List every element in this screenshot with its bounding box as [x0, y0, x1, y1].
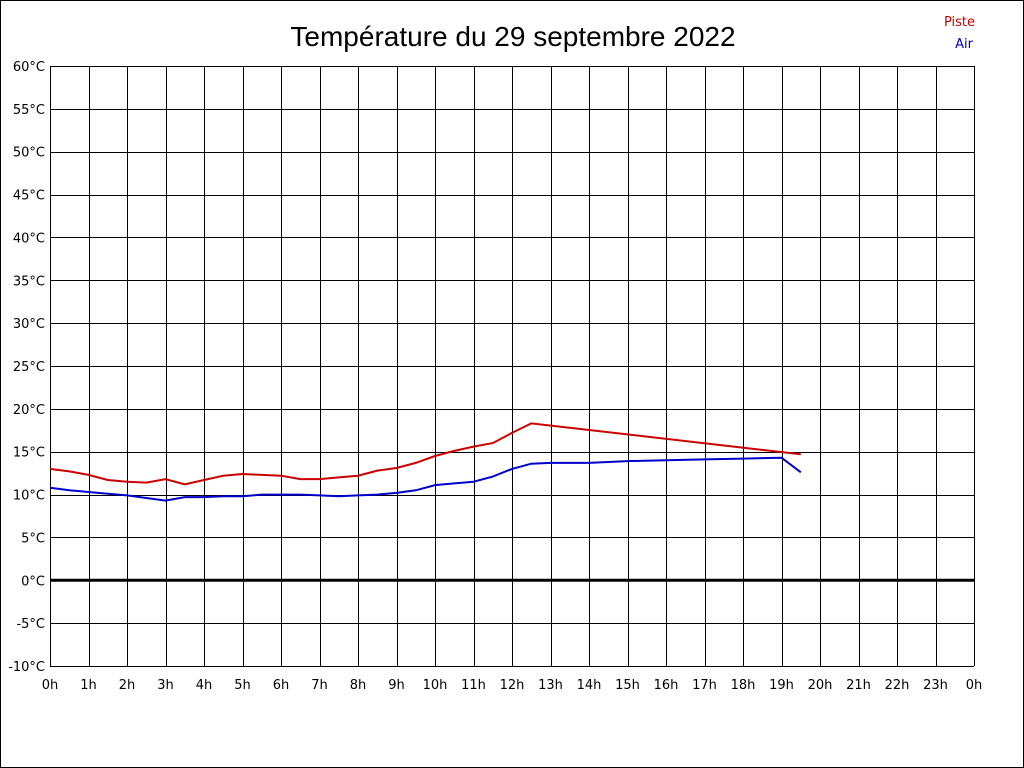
- x-tick-label: 11h: [461, 678, 486, 693]
- x-tick-label: 23h: [923, 678, 948, 693]
- y-axis-tick-labels: 60°C 55°C 50°C 45°C 40°C 35°C 30°C 25°C 20°C 15°C…: [8, 60, 45, 675]
- x-tick-label: 18h: [731, 678, 756, 693]
- series-lines: [49, 422, 802, 502]
- x-tick-label: 8h: [350, 678, 367, 693]
- y-tick-label: -5°C: [16, 617, 45, 632]
- legend-entry-air: Air: [955, 37, 974, 52]
- x-tick-label: 15h: [615, 678, 640, 693]
- x-tick-label: 7h: [311, 678, 328, 693]
- y-tick-label: 40°C: [13, 231, 45, 246]
- y-tick-label: 50°C: [13, 146, 45, 161]
- x-tick-label: 20h: [808, 678, 833, 693]
- x-tick-label: 14h: [577, 678, 602, 693]
- x-tick-label: 22h: [885, 678, 910, 693]
- y-tick-label: 10°C: [13, 489, 45, 504]
- legend-entry-piste: Piste: [944, 15, 975, 30]
- legend: Piste Air: [944, 15, 975, 52]
- series-line-air: [49, 456, 802, 502]
- y-tick-label: 20°C: [13, 403, 45, 418]
- grid: [50, 66, 975, 667]
- x-tick-label: 19h: [769, 678, 794, 693]
- y-tick-label: 45°C: [13, 189, 45, 204]
- y-tick-label: 55°C: [13, 103, 45, 118]
- x-tick-label: 0h: [966, 678, 983, 693]
- y-tick-label: 0°C: [21, 574, 45, 589]
- y-tick-label: 35°C: [13, 274, 45, 289]
- x-tick-label: 12h: [500, 678, 525, 693]
- y-tick-label: 5°C: [21, 531, 45, 546]
- x-tick-label: 2h: [119, 678, 136, 693]
- x-tick-label: 10h: [423, 678, 448, 693]
- y-tick-label: 25°C: [13, 360, 45, 375]
- y-tick-label: 15°C: [13, 446, 45, 461]
- chart-title: Température du 29 septembre 2022: [290, 21, 735, 52]
- x-tick-label: 3h: [157, 678, 174, 693]
- x-tick-label: 5h: [234, 678, 251, 693]
- x-tick-label: 21h: [846, 678, 871, 693]
- x-tick-label: 16h: [654, 678, 679, 693]
- x-tick-label: 17h: [692, 678, 717, 693]
- y-tick-label: 30°C: [13, 317, 45, 332]
- x-tick-label: 0h: [42, 678, 59, 693]
- x-tick-label: 13h: [538, 678, 563, 693]
- x-tick-label: 1h: [80, 678, 97, 693]
- y-tick-label: 60°C: [13, 60, 45, 75]
- x-tick-label: 4h: [196, 678, 213, 693]
- x-tick-label: 6h: [273, 678, 290, 693]
- x-axis-tick-labels: 0h 1h 2h 3h 4h 5h 6h 7h 8h 9h 10h 11h 12h 13h 14h 15h 16…: [42, 678, 983, 693]
- y-tick-label: -10°C: [8, 660, 45, 675]
- series-line-piste: [49, 422, 801, 486]
- x-tick-label: 9h: [388, 678, 405, 693]
